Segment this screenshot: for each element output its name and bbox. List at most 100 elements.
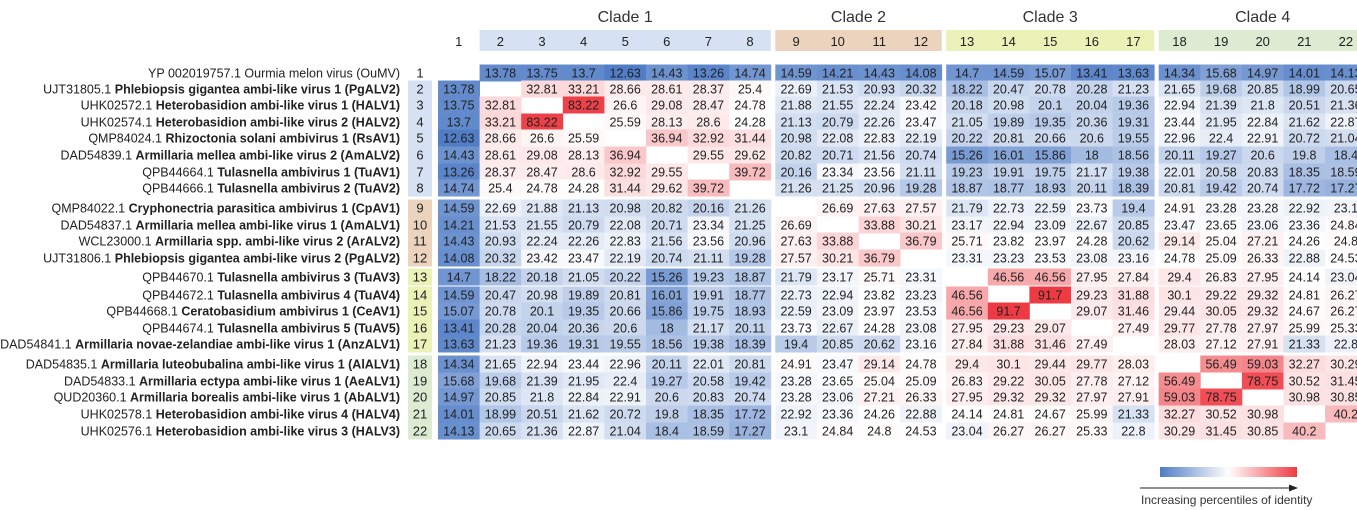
cell-value-11-8: 20.96 — [734, 235, 765, 249]
cell-value-19-14: 29.22 — [993, 375, 1024, 389]
cell-16-11 — [858, 319, 901, 337]
row-number-10: 10 — [413, 218, 427, 233]
cell-2-4 — [562, 80, 605, 98]
cell-21-22 — [1325, 405, 1357, 423]
cell-value-11-1: 14.43 — [443, 235, 474, 249]
cell-11-22 — [1325, 232, 1357, 250]
cell-7-22 — [1325, 163, 1357, 181]
cell-5-1 — [438, 129, 480, 147]
cell-18-12 — [900, 355, 943, 373]
cell-value-14-20: 29.32 — [1247, 289, 1278, 303]
cell-value-8-1: 14.74 — [443, 182, 474, 196]
cell-2-20 — [1241, 80, 1284, 98]
cell-value-9-22: 23.1 — [1334, 202, 1357, 216]
cell-value-6-22: 18.4 — [1334, 149, 1357, 163]
row-virus-name: Armillaria borealis ambi-like virus 1 (A… — [130, 391, 400, 405]
cell-20-19 — [1200, 388, 1243, 406]
cell-value-18-1: 14.34 — [443, 358, 474, 372]
cell-15-9 — [775, 302, 818, 320]
cell-3-1 — [438, 96, 480, 114]
cell-value-20-18: 59.03 — [1164, 391, 1195, 405]
cell-value-8-22: 17.27 — [1330, 182, 1357, 196]
cell-value-12-20: 26.33 — [1247, 252, 1278, 266]
cell-13-12 — [900, 268, 943, 286]
cell-value-9-2: 22.69 — [485, 202, 516, 216]
cell-value-14-12: 23.23 — [905, 289, 936, 303]
cell-15-14 — [987, 302, 1030, 320]
cell-value-11-7: 23.56 — [693, 235, 724, 249]
cell-value-16-1: 13.41 — [443, 322, 474, 336]
cell-14-9 — [775, 286, 818, 304]
cell-value-17-11: 20.62 — [864, 338, 895, 352]
column-number-14: 14 — [1001, 34, 1015, 49]
cell-value-5-8: 31.44 — [734, 132, 765, 146]
cell-value-7-11: 23.56 — [864, 166, 895, 180]
cell-9-13 — [946, 199, 989, 217]
cell-value-16-9: 23.73 — [780, 322, 811, 336]
cell-value-22-5: 21.04 — [610, 425, 641, 439]
cell-14-6 — [646, 286, 688, 304]
cell-value-15-6: 15.86 — [651, 305, 682, 319]
cell-value-20-22: 30.85 — [1330, 391, 1357, 405]
cell-22-15 — [1029, 422, 1072, 440]
cell-value-12-18: 24.78 — [1164, 252, 1195, 266]
cell-value-15-14: 91.7 — [996, 305, 1020, 319]
cell-value-17-20: 27.91 — [1247, 338, 1278, 352]
cell-value-19-4: 21.95 — [568, 375, 599, 389]
cell-12-3 — [521, 249, 564, 267]
cell-value-1-20: 14.97 — [1247, 67, 1278, 81]
cell-18-20 — [1241, 355, 1284, 373]
cell-value-18-10: 23.47 — [822, 358, 853, 372]
cell-1-13 — [946, 64, 989, 82]
clade-title-1: Clade 1 — [598, 9, 653, 26]
cell-value-20-13: 27.95 — [951, 391, 982, 405]
cell-value-20-4: 22.84 — [568, 391, 599, 405]
cell-5-2 — [479, 129, 522, 147]
cell-value-1-15: 15.07 — [1035, 67, 1066, 81]
cell-5-19 — [1200, 129, 1243, 147]
row-accession: UHK02576.1 — [81, 425, 156, 439]
cell-value-16-18: 29.77 — [1164, 322, 1195, 336]
cell-value-20-6: 20.6 — [655, 391, 679, 405]
cell-7-13 — [946, 163, 989, 181]
cell-value-21-20: 30.98 — [1247, 408, 1278, 422]
row-number-box-13 — [408, 268, 432, 286]
cell-value-22-1: 14.13 — [443, 425, 474, 439]
cell-9-22 — [1325, 199, 1357, 217]
cell-value-19-3: 21.39 — [526, 375, 557, 389]
cell-7-20 — [1241, 163, 1284, 181]
cell-13-14 — [987, 268, 1030, 286]
cell-22-4 — [562, 422, 605, 440]
cell-value-1-6: 14.43 — [651, 67, 682, 81]
cell-value-9-7: 20.16 — [693, 202, 724, 216]
cell-value-19-10: 23.65 — [822, 375, 853, 389]
row-virus-name: Heterobasidion ambi-like virus 4 (HALV4) — [156, 408, 400, 422]
cell-19-4 — [562, 372, 605, 390]
cell-1-17 — [1112, 64, 1155, 82]
cell-value-10-12: 30.21 — [905, 219, 936, 233]
cell-value-9-20: 23.28 — [1247, 202, 1278, 216]
cell-value-10-8: 21.25 — [734, 219, 765, 233]
column-number-21: 21 — [1297, 34, 1311, 49]
cell-value-6-11: 21.56 — [864, 149, 895, 163]
row-number-box-12 — [408, 249, 432, 267]
cell-10-4 — [562, 216, 605, 234]
cell-value-18-6: 20.11 — [652, 358, 682, 372]
cell-17-3 — [521, 335, 564, 353]
cell-15-11 — [858, 302, 901, 320]
cell-value-16-7: 21.17 — [693, 322, 724, 336]
cell-value-11-12: 36.79 — [905, 235, 936, 249]
cell-20-11 — [858, 388, 901, 406]
cell-21-5 — [604, 405, 647, 423]
cell-8-13 — [946, 179, 989, 197]
row-virus-name: Tulasnella ambivirus 5 (TuAV5) — [217, 322, 400, 336]
cell-value-18-19: 56.49 — [1205, 358, 1236, 372]
cell-19-8 — [729, 372, 772, 390]
cell-1-14 — [987, 64, 1030, 82]
cell-8-1 — [438, 179, 480, 197]
cell-8-12 — [900, 179, 943, 197]
cell-value-21-13: 24.14 — [951, 408, 982, 422]
cell-value-19-11: 25.04 — [864, 375, 895, 389]
cell-17-4 — [562, 335, 605, 353]
cell-value-7-4: 28.6 — [571, 166, 595, 180]
